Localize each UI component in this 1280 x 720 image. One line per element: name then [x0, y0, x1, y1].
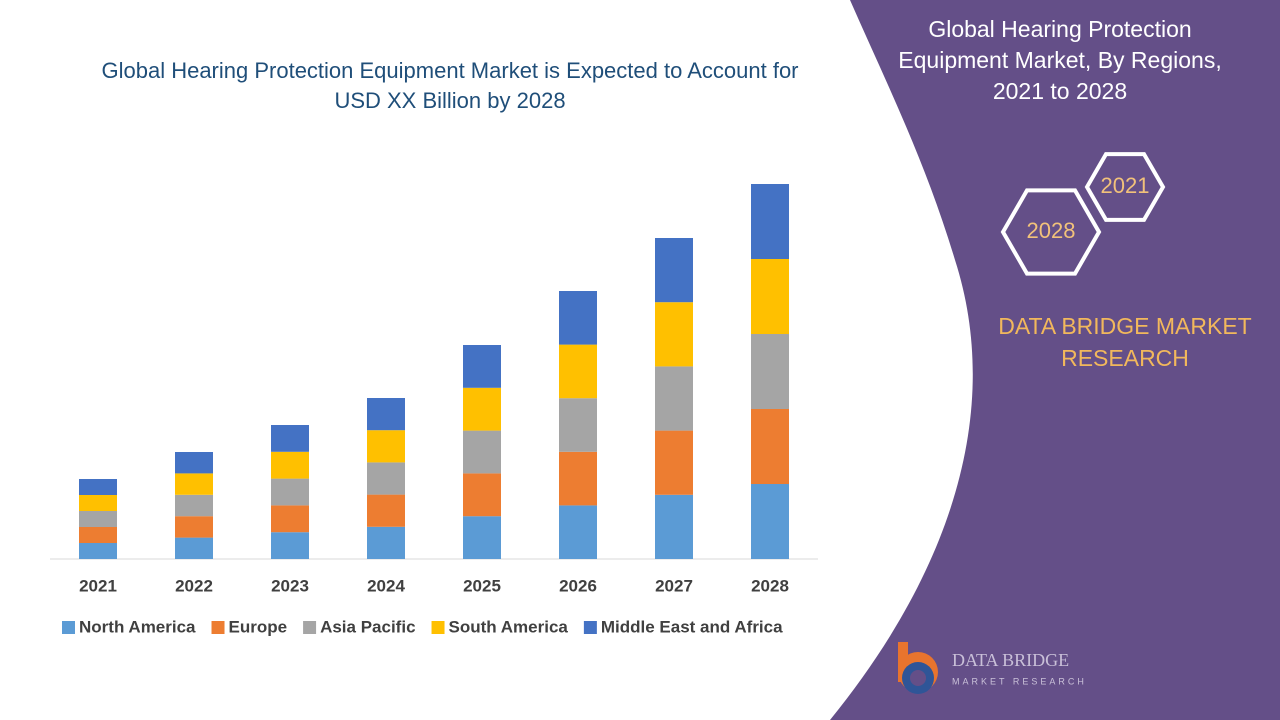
bar-segment — [559, 344, 597, 399]
logo-name: DATA BRIDGE — [952, 650, 1069, 670]
brand-text: DATA BRIDGE MARKET RESEARCH — [998, 313, 1252, 371]
legend-swatch — [431, 621, 445, 634]
bar-segment — [463, 473, 501, 517]
x-tick-label: 2027 — [655, 576, 693, 595]
legend-label: North America — [79, 617, 196, 636]
bar-segment — [655, 366, 693, 431]
bar-segment — [367, 462, 405, 495]
bar-segment — [559, 451, 597, 506]
bar-segment — [559, 398, 597, 452]
x-tick-label: 2022 — [175, 576, 213, 595]
bar-segment — [559, 505, 597, 559]
legend-swatch — [303, 621, 317, 634]
bar-segment — [175, 452, 213, 474]
legend-label: South America — [449, 617, 569, 636]
bar-segment — [271, 505, 309, 533]
bar-segment — [79, 527, 117, 543]
bar-segment — [175, 473, 213, 495]
hexagon-label: 2021 — [1101, 173, 1150, 198]
legend-label: Asia Pacific — [320, 617, 415, 636]
bar-segment — [463, 387, 501, 431]
bar-segment — [751, 409, 789, 484]
bar-segment — [655, 430, 693, 495]
bar-segment — [271, 425, 309, 452]
bar-segment — [751, 184, 789, 259]
bar-segment — [175, 537, 213, 559]
bar-segment — [79, 495, 117, 511]
hexagon — [1000, 188, 1102, 276]
x-tick-label: 2026 — [559, 576, 597, 595]
hexagon-label: 2028 — [1027, 218, 1076, 243]
x-tick-label: 2023 — [271, 576, 309, 595]
x-tick-label: 2024 — [367, 576, 405, 595]
bar-segment — [175, 516, 213, 538]
bar-segment — [367, 430, 405, 463]
side-panel — [830, 0, 1280, 720]
bar-segment — [463, 430, 501, 474]
panel-title: Global Hearing Protection Equipment Mark… — [898, 16, 1222, 104]
bar-segment — [559, 291, 597, 345]
bar-segment — [367, 494, 405, 527]
bar-segment — [79, 511, 117, 527]
x-tick-label: 2021 — [79, 576, 117, 595]
x-tick-label: 2025 — [463, 576, 501, 595]
bar-segment — [751, 259, 789, 334]
legend-swatch — [211, 621, 225, 634]
bar-segment — [79, 479, 117, 495]
logo-mark — [898, 642, 938, 694]
logo-tagline: MARKET RESEARCH — [952, 676, 1087, 686]
legend-label: Europe — [229, 617, 288, 636]
bar-segment — [463, 516, 501, 559]
chart-title: Global Hearing Protection Equipment Mark… — [101, 58, 799, 113]
bar-segment — [271, 451, 309, 479]
legend-swatch — [583, 621, 597, 634]
bar-segment — [655, 238, 693, 303]
bar-segment — [175, 494, 213, 517]
x-tick-label: 2028 — [751, 576, 789, 595]
bar-segment — [655, 302, 693, 367]
bar-segment — [463, 345, 501, 388]
bar-segment — [79, 543, 117, 559]
hexagon — [1084, 152, 1166, 222]
bar-segment — [367, 398, 405, 431]
bar-segment — [751, 334, 789, 409]
legend-swatch — [62, 621, 75, 634]
bar-segment — [367, 526, 405, 559]
legend-label: Middle East and Africa — [601, 617, 783, 636]
bar-segment — [271, 532, 309, 559]
bar-segment — [271, 478, 309, 506]
bar-segment — [655, 494, 693, 559]
bar-segment — [751, 484, 789, 559]
